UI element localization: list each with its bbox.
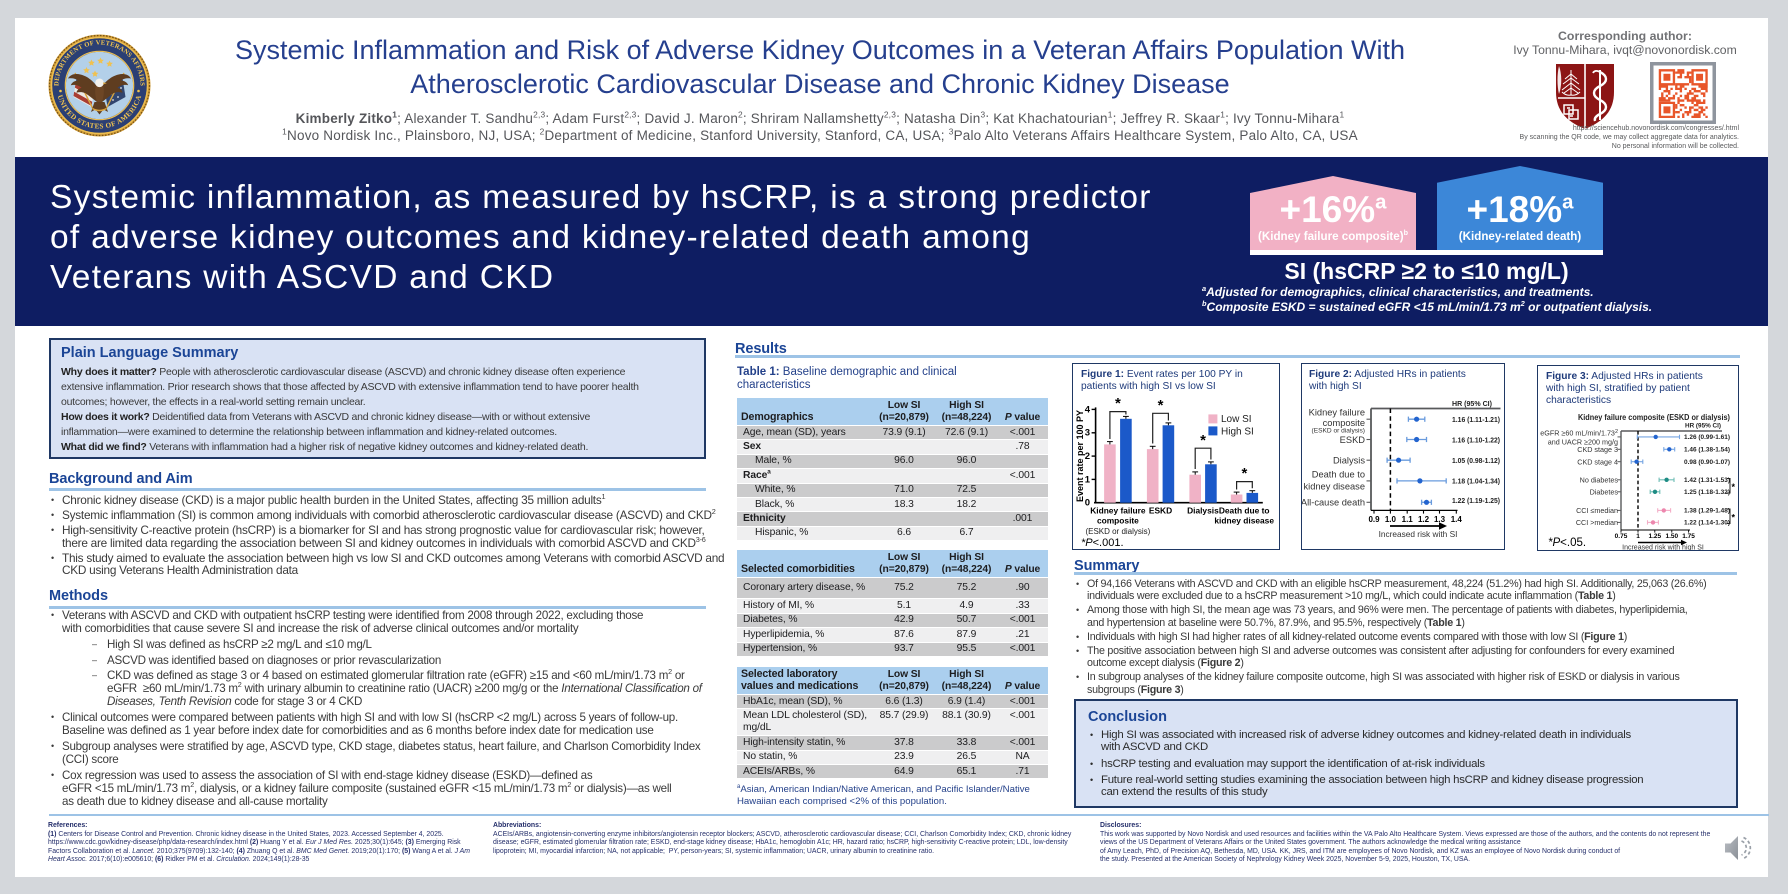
svg-text:*P<.001.: *P<.001. (1081, 537, 1124, 548)
svg-text:*: * (1241, 465, 1247, 482)
svg-text:0.9: 0.9 (1368, 515, 1380, 524)
svg-text:CKD stage 3: CKD stage 3 (1577, 445, 1618, 454)
svg-text:1.25 (1.18-1.32): 1.25 (1.18-1.32) (1684, 489, 1730, 496)
svg-text:1.50: 1.50 (1665, 533, 1678, 540)
svg-text:*: * (1732, 513, 1736, 523)
svg-text:No diabetes: No diabetes (1580, 476, 1619, 485)
svg-text:HR (95% CI): HR (95% CI) (1452, 399, 1492, 408)
svg-text:Event rate per 100 PY: Event rate per 100 PY (1075, 410, 1085, 502)
svg-text:Kidney failure: Kidney failure (1090, 506, 1146, 516)
svg-text:2: 2 (1085, 451, 1090, 462)
svg-text:1.25: 1.25 (1648, 533, 1661, 540)
svg-text:1.2: 1.2 (1418, 515, 1430, 524)
svg-text:Kidney failure: Kidney failure (1309, 408, 1365, 418)
svg-text:(ESKD or dialysis): (ESKD or dialysis) (1085, 527, 1150, 536)
svg-text:Kidney failure composite (ESKD: Kidney failure composite (ESKD or dialys… (1578, 413, 1730, 422)
svg-text:Death due to: Death due to (1312, 470, 1365, 480)
svg-text:Increased risk with SI: Increased risk with SI (1379, 529, 1458, 539)
svg-text:Dialysis: Dialysis (1187, 506, 1219, 516)
svg-text:Diabetes: Diabetes (1590, 488, 1619, 497)
svg-text:1.16 (1.10-1.22): 1.16 (1.10-1.22) (1452, 435, 1500, 444)
svg-text:1: 1 (1636, 533, 1640, 540)
svg-text:(ESKD or dialysis): (ESKD or dialysis) (1312, 428, 1366, 435)
svg-text:1.26 (0.99-1.61): 1.26 (0.99-1.61) (1684, 434, 1730, 441)
svg-text:0: 0 (1085, 498, 1090, 509)
svg-text:*: * (1158, 397, 1164, 414)
svg-text:*: * (1732, 482, 1736, 492)
svg-text:1.75: 1.75 (1682, 533, 1695, 540)
svg-text:1.0: 1.0 (1385, 515, 1397, 524)
svg-text:Death due to: Death due to (1219, 506, 1270, 516)
svg-text:0.75: 0.75 (1615, 533, 1628, 540)
svg-text:composite: composite (1323, 418, 1365, 428)
svg-text:High SI: High SI (1221, 426, 1254, 437)
svg-text:1.3: 1.3 (1434, 515, 1446, 524)
svg-text:1.18 (1.04-1.34): 1.18 (1.04-1.34) (1452, 477, 1500, 486)
svg-text:CCI ≤median: CCI ≤median (1576, 506, 1618, 515)
svg-text:ESKD: ESKD (1149, 506, 1172, 516)
svg-text:CCI >median: CCI >median (1576, 518, 1618, 527)
svg-text:*: * (1115, 395, 1121, 412)
svg-text:kidney disease: kidney disease (1214, 516, 1274, 526)
svg-text:Low SI: Low SI (1221, 414, 1252, 425)
svg-text:1.22 (1.14-1.30): 1.22 (1.14-1.30) (1684, 520, 1730, 527)
svg-text:All-cause death: All-cause death (1302, 498, 1365, 508)
svg-text:CKD stage 4: CKD stage 4 (1577, 457, 1618, 466)
svg-text:ESKD: ESKD (1340, 435, 1366, 445)
svg-text:1.05 (0.98-1.12): 1.05 (0.98-1.12) (1452, 456, 1500, 465)
svg-text:1.16 (1.11-1.21): 1.16 (1.11-1.21) (1452, 415, 1500, 424)
svg-text:and UACR ≥200 mg/g: and UACR ≥200 mg/g (1548, 438, 1618, 447)
svg-text:1.22 (1.19-1.25): 1.22 (1.19-1.25) (1452, 496, 1500, 505)
svg-text:1.4: 1.4 (1451, 515, 1463, 524)
svg-text:eGFR ≥60 mL/min/1.732: eGFR ≥60 mL/min/1.732 (1540, 429, 1618, 438)
svg-text:0.98 (0.90-1.07): 0.98 (0.90-1.07) (1684, 459, 1730, 466)
svg-text:*P<.05.: *P<.05. (1548, 537, 1586, 549)
svg-text:Increased risk with high SI: Increased risk with high SI (1622, 545, 1704, 551)
svg-text:HR (95% CI): HR (95% CI) (1685, 423, 1721, 430)
svg-text:Dialysis: Dialysis (1333, 456, 1365, 466)
svg-text:1: 1 (1085, 474, 1091, 485)
svg-text:*: * (1200, 432, 1206, 449)
svg-text:composite: composite (1097, 516, 1139, 526)
svg-text:kidney disease: kidney disease (1303, 482, 1365, 492)
svg-text:1.42 (1.31-1.53): 1.42 (1.31-1.53) (1684, 477, 1730, 484)
svg-text:1.38 (1.29-1.48): 1.38 (1.29-1.48) (1684, 508, 1730, 515)
svg-text:1.1: 1.1 (1402, 515, 1414, 524)
svg-text:1.46 (1.38-1.54): 1.46 (1.38-1.54) (1684, 447, 1730, 454)
svg-text:4: 4 (1085, 404, 1091, 415)
svg-text:3: 3 (1085, 428, 1090, 439)
